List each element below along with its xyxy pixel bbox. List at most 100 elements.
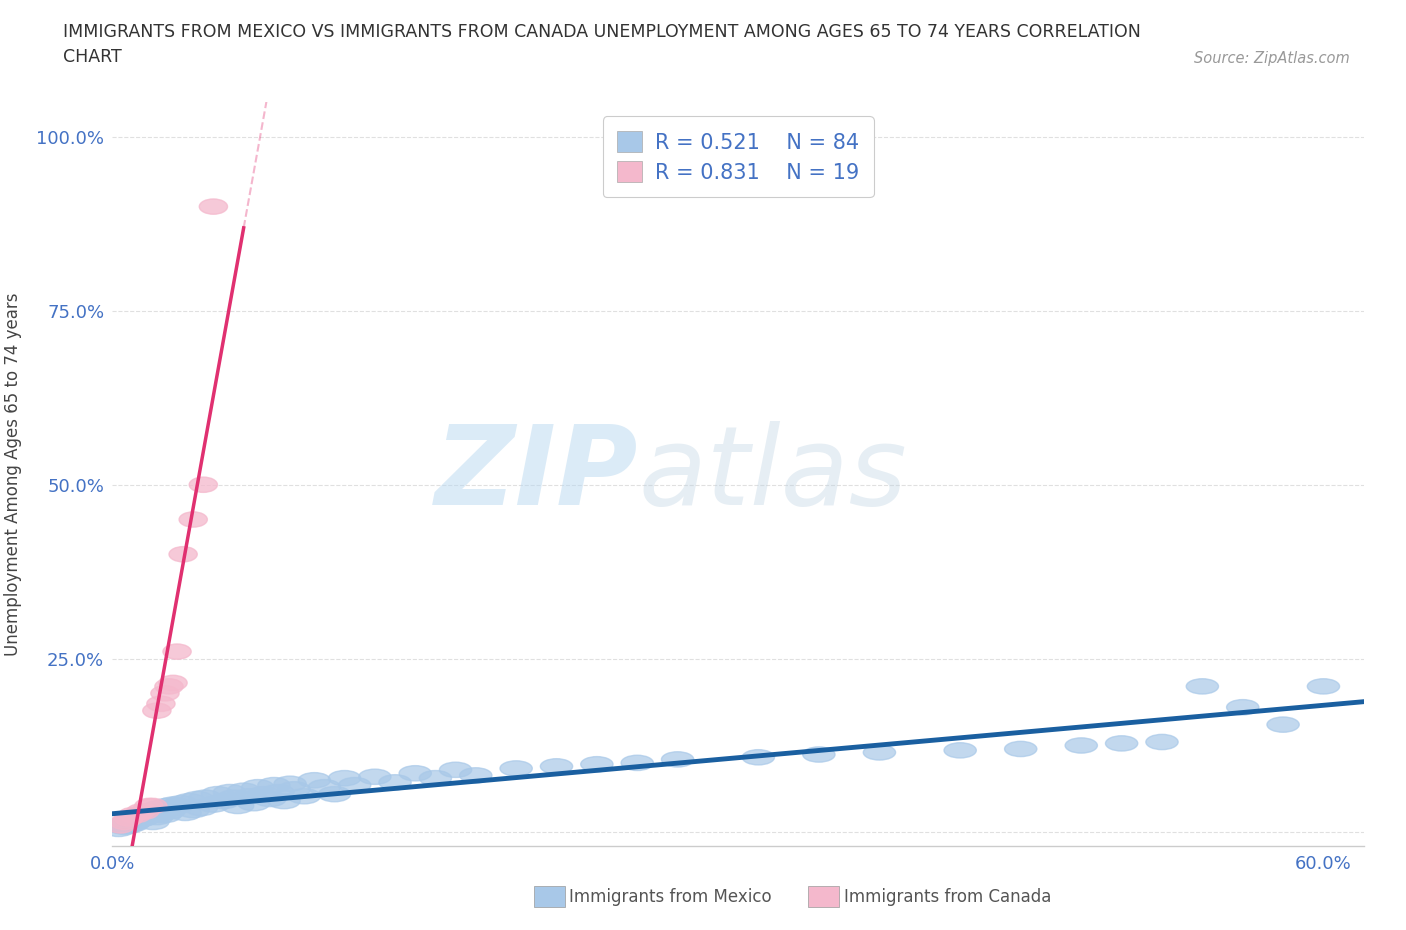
- Ellipse shape: [131, 804, 159, 819]
- Ellipse shape: [121, 811, 153, 826]
- Ellipse shape: [419, 771, 451, 786]
- Ellipse shape: [150, 685, 179, 701]
- Ellipse shape: [145, 805, 177, 820]
- Ellipse shape: [135, 798, 163, 814]
- Ellipse shape: [288, 789, 321, 804]
- Ellipse shape: [132, 807, 165, 823]
- Ellipse shape: [247, 787, 280, 802]
- Ellipse shape: [329, 771, 361, 786]
- Ellipse shape: [131, 805, 163, 820]
- Ellipse shape: [233, 789, 266, 804]
- Ellipse shape: [160, 798, 193, 814]
- Ellipse shape: [114, 811, 143, 826]
- Ellipse shape: [114, 815, 146, 830]
- Ellipse shape: [200, 199, 228, 214]
- Ellipse shape: [269, 793, 301, 809]
- Ellipse shape: [621, 755, 654, 771]
- Ellipse shape: [139, 804, 172, 819]
- Ellipse shape: [136, 807, 169, 823]
- Ellipse shape: [141, 809, 173, 825]
- Ellipse shape: [169, 805, 201, 820]
- Ellipse shape: [1105, 736, 1137, 751]
- Ellipse shape: [339, 777, 371, 792]
- Y-axis label: Unemployment Among Ages 65 to 74 years: Unemployment Among Ages 65 to 74 years: [4, 293, 22, 656]
- Ellipse shape: [274, 776, 307, 791]
- Ellipse shape: [308, 779, 340, 795]
- Ellipse shape: [181, 791, 214, 806]
- Ellipse shape: [159, 675, 187, 691]
- Ellipse shape: [163, 644, 191, 659]
- Ellipse shape: [803, 747, 835, 763]
- Ellipse shape: [127, 807, 159, 823]
- Ellipse shape: [122, 812, 155, 828]
- Ellipse shape: [108, 819, 141, 834]
- Ellipse shape: [127, 811, 159, 826]
- Text: ZIP: ZIP: [434, 420, 638, 528]
- Ellipse shape: [143, 703, 172, 718]
- Ellipse shape: [242, 779, 274, 795]
- Ellipse shape: [1267, 717, 1299, 732]
- Ellipse shape: [173, 793, 205, 809]
- Ellipse shape: [149, 807, 181, 823]
- Ellipse shape: [111, 815, 139, 830]
- Ellipse shape: [117, 812, 149, 828]
- Ellipse shape: [460, 768, 492, 783]
- Ellipse shape: [112, 817, 145, 833]
- Ellipse shape: [298, 773, 330, 788]
- Ellipse shape: [540, 759, 572, 774]
- Ellipse shape: [177, 803, 209, 817]
- Ellipse shape: [155, 679, 183, 694]
- Ellipse shape: [661, 751, 693, 767]
- Ellipse shape: [143, 801, 176, 816]
- Ellipse shape: [863, 745, 896, 760]
- Ellipse shape: [1004, 741, 1036, 757]
- Ellipse shape: [943, 743, 976, 758]
- Legend: R = 0.521    N = 84, R = 0.831    N = 19: R = 0.521 N = 84, R = 0.831 N = 19: [603, 116, 873, 197]
- Ellipse shape: [111, 817, 143, 831]
- Ellipse shape: [581, 757, 613, 772]
- Ellipse shape: [1187, 679, 1219, 694]
- Ellipse shape: [257, 777, 290, 792]
- Ellipse shape: [222, 798, 253, 814]
- Ellipse shape: [157, 797, 190, 812]
- Ellipse shape: [1146, 735, 1178, 750]
- Ellipse shape: [201, 787, 233, 802]
- Ellipse shape: [501, 761, 533, 776]
- Ellipse shape: [135, 804, 167, 819]
- Ellipse shape: [190, 790, 222, 805]
- Ellipse shape: [207, 793, 239, 809]
- Text: Source: ZipAtlas.com: Source: ZipAtlas.com: [1194, 51, 1350, 66]
- Ellipse shape: [169, 547, 197, 562]
- Text: IMMIGRANTS FROM MEXICO VS IMMIGRANTS FROM CANADA UNEMPLOYMENT AMONG AGES 65 TO 7: IMMIGRANTS FROM MEXICO VS IMMIGRANTS FRO…: [63, 23, 1142, 66]
- Ellipse shape: [1308, 679, 1340, 694]
- Ellipse shape: [107, 817, 139, 833]
- Ellipse shape: [153, 804, 186, 819]
- Ellipse shape: [165, 795, 197, 811]
- Ellipse shape: [440, 763, 472, 777]
- Ellipse shape: [742, 750, 775, 765]
- Ellipse shape: [146, 697, 174, 711]
- Ellipse shape: [238, 795, 270, 811]
- Ellipse shape: [378, 775, 411, 790]
- Ellipse shape: [118, 815, 150, 830]
- Ellipse shape: [197, 797, 229, 812]
- Ellipse shape: [253, 791, 285, 806]
- Ellipse shape: [228, 783, 260, 798]
- Ellipse shape: [122, 807, 150, 823]
- Ellipse shape: [214, 784, 246, 800]
- Text: Immigrants from Mexico: Immigrants from Mexico: [569, 887, 772, 906]
- Ellipse shape: [359, 769, 391, 784]
- Ellipse shape: [190, 477, 218, 492]
- Ellipse shape: [318, 787, 350, 802]
- Ellipse shape: [146, 803, 179, 817]
- Ellipse shape: [1066, 737, 1098, 753]
- Ellipse shape: [1226, 699, 1258, 715]
- Ellipse shape: [186, 801, 218, 816]
- Ellipse shape: [278, 781, 311, 797]
- Ellipse shape: [218, 790, 250, 805]
- Ellipse shape: [399, 765, 432, 781]
- Ellipse shape: [107, 817, 135, 833]
- Ellipse shape: [125, 809, 157, 825]
- Ellipse shape: [155, 801, 187, 816]
- Ellipse shape: [139, 798, 167, 814]
